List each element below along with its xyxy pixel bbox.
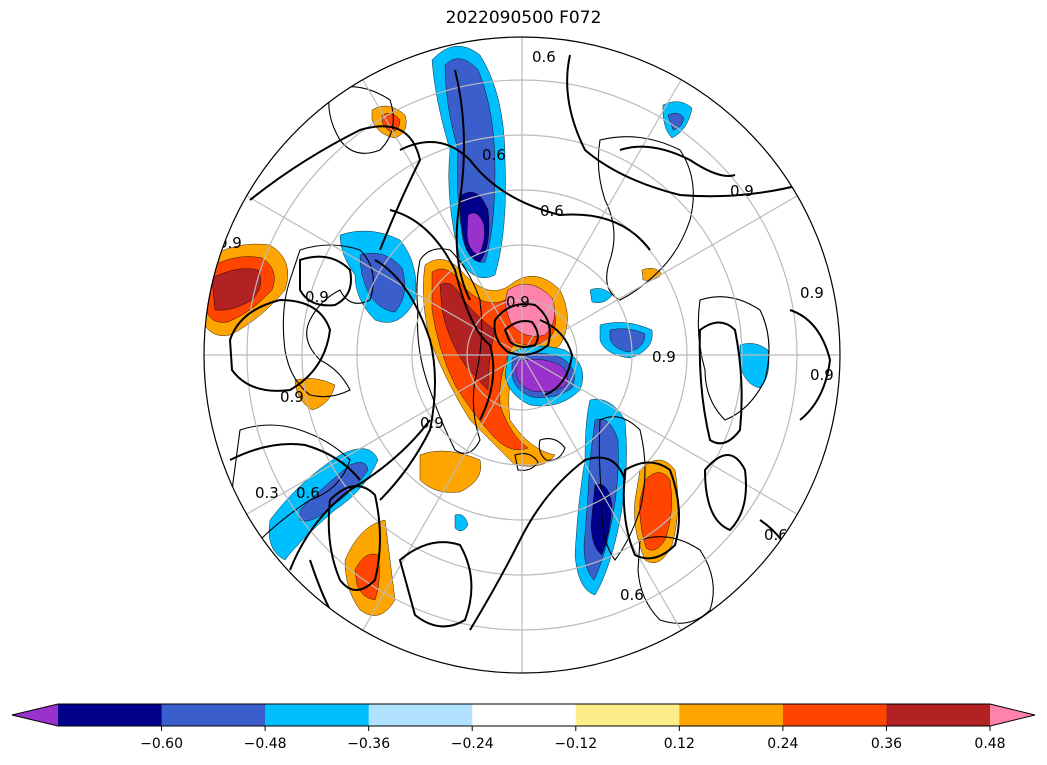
contour-line-west-ring [299, 255, 352, 307]
coastline-greenland [416, 248, 483, 454]
contour-line-south [469, 456, 626, 631]
field-region-s-pos-outer [419, 450, 481, 493]
contour-label: 0.6 [482, 146, 506, 164]
contour-lines [228, 54, 832, 641]
contour-label: 0.9 [420, 414, 444, 432]
contour-line-north [566, 54, 801, 198]
colorbar-outline [11, 703, 1036, 727]
parallel-80 [466, 299, 578, 411]
coastline-canada-archipelago [282, 244, 374, 398]
contour-label: 0.9 [506, 293, 530, 311]
contour-line-west-loop [228, 298, 332, 392]
colorbar-segment [575, 704, 680, 726]
colorbar-tick-label: 0.24 [767, 736, 798, 752]
coastline-siberia [597, 136, 694, 301]
colorbar-tick-label: 0.48 [974, 736, 1005, 752]
coastline-europe [637, 536, 714, 624]
contour-label: 0.9 [800, 284, 824, 302]
contour-line-central-west-2 [374, 259, 436, 501]
field-region-sw-neg-mid [299, 462, 369, 522]
contour-label: 0.3 [255, 484, 279, 502]
colorbar-tick-label: −0.24 [451, 736, 494, 752]
contour-line-southeast-loop [622, 461, 680, 560]
field-region-n-neg-small [589, 288, 613, 303]
contour-label: 0.9 [280, 388, 304, 406]
contour-line-ne-edge [619, 145, 736, 177]
field-region-se-pos-mid [639, 472, 672, 551]
field-region-central-pos-core [505, 283, 555, 337]
colorbar-ticks: −0.60 −0.48 −0.36 −0.24 −0.12 0.12 0.24 0.36 0.4… [140, 726, 1006, 752]
contour-line-arc-north [399, 141, 651, 251]
contour-label: 0.9 [810, 366, 834, 384]
contour-label: 0.9 [730, 182, 754, 200]
contour-label: 0.6 [620, 586, 644, 604]
contour-line-sw-edge [229, 443, 361, 481]
colorbar-tick-label: −0.60 [140, 736, 183, 752]
colorbar-segment [782, 704, 887, 726]
parallel-70 [411, 244, 633, 466]
colorbar-segment [265, 704, 370, 726]
contour-line-southwest-1 [289, 419, 431, 571]
contour-label: 0.6 [532, 48, 556, 66]
contour-line-east-2 [703, 454, 747, 532]
figure-title: 2022090500 F072 [445, 8, 602, 28]
coastline-east-asia [697, 296, 770, 421]
colorbar-segment [679, 704, 784, 726]
colorbar-segment [886, 704, 991, 726]
contour-label: 0.9 [652, 348, 676, 366]
contour-line-south-loop [398, 541, 473, 628]
contour-line-pole-loop-1 [493, 303, 551, 356]
colorbar-tick-label: 0.36 [871, 736, 902, 752]
field-region-ne-neg-small-core [667, 112, 685, 131]
contour-line-n-vertical [454, 69, 471, 301]
coastline-svalbard [538, 438, 566, 461]
colorbar: −0.60 −0.48 −0.36 −0.24 −0.12 0.12 0.24 0.36 0.4… [11, 703, 1036, 752]
parallel-60 [356, 189, 688, 521]
colorbar-segment [161, 704, 266, 726]
contour-line-east-3 [789, 309, 832, 421]
contour-label: 0.6 [540, 202, 564, 220]
parallel-40 [246, 79, 798, 631]
contour-label: 0.9 [305, 288, 329, 306]
field-region-w-pos-small [294, 378, 336, 411]
contour-line-pole-loop-3 [539, 319, 574, 396]
contour-line-central-west [389, 209, 495, 421]
coastline-iceland [514, 453, 539, 471]
parallel-50 [301, 134, 743, 576]
contour-line-west [249, 125, 422, 251]
contour-line-southwest-loop [327, 485, 381, 591]
field-region-westedge-pos-core [211, 268, 262, 311]
colorbar-segment [368, 704, 473, 726]
colorbar-tick-label: 0.12 [664, 736, 695, 752]
colorbar-tick-label: −0.48 [244, 736, 287, 752]
colorbar-tick-label: −0.36 [347, 736, 390, 752]
contour-line-east-loop [698, 321, 743, 445]
field-region-s-neg-small [454, 514, 469, 532]
colorbar-extend-min [12, 704, 58, 726]
colorbar-extend-max [990, 704, 1035, 726]
shaded-field [204, 46, 770, 616]
field-region-north-neg-core [466, 212, 485, 256]
polar-map: 0.6 0.6 0.9 0.9 0.9 0.9 0.9 0.9 0.3 0.6 … [203, 36, 841, 674]
coastline-scandinavia [598, 416, 646, 561]
colorbar-segment [472, 704, 577, 726]
map-boundary [203, 36, 841, 674]
colorbar-segments [11, 703, 1036, 727]
colorbar-tick-label: −0.12 [554, 736, 597, 752]
colorbar-segment [58, 704, 163, 726]
contour-line-pole-loop-2 [503, 320, 539, 348]
contour-label: 0.6 [296, 484, 320, 502]
coastlines [231, 86, 770, 624]
